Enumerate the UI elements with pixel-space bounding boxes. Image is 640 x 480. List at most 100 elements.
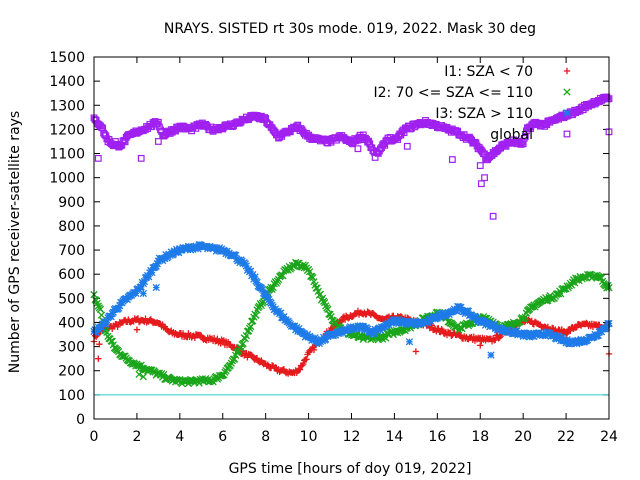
outlier-point [139, 289, 148, 298]
data-point [573, 340, 581, 348]
y-tick-label: 900 [58, 195, 85, 211]
data-point [154, 118, 162, 126]
data-point [96, 305, 105, 313]
x-tick-label: 10 [300, 429, 318, 445]
data-point [202, 242, 211, 250]
series-i3-sza-110 [90, 241, 613, 359]
data-point [603, 323, 611, 331]
data-point [528, 317, 535, 325]
legend-label: I1: SZA < 70 [444, 64, 533, 80]
data-point [137, 283, 145, 291]
y-tick-label: 600 [58, 267, 85, 283]
data-point [97, 122, 104, 130]
outlier-point [94, 154, 102, 162]
data-point [471, 138, 479, 146]
legend-label: I3: SZA > 110 [435, 106, 533, 122]
x-tick-label: 2 [132, 429, 141, 445]
outlier-point [96, 340, 103, 348]
data-point [172, 245, 181, 254]
data-point [226, 361, 234, 370]
data-point [312, 284, 320, 292]
data-point [318, 337, 327, 345]
outlier-point [489, 212, 497, 220]
outlier-point [112, 138, 119, 145]
y-tick-label: 300 [58, 340, 85, 356]
data-point [442, 311, 450, 320]
data-point [280, 313, 288, 321]
data-point [349, 323, 358, 331]
data-point [103, 318, 111, 327]
x-tick-label: 14 [386, 429, 404, 445]
data-point [395, 319, 403, 328]
data-point [563, 329, 571, 337]
data-point [416, 320, 424, 328]
data-point [550, 331, 558, 339]
data-point [457, 303, 465, 312]
y-tick-label: 500 [58, 291, 85, 307]
x-tick-label: 24 [600, 429, 618, 445]
series-i1-sza-70 [90, 307, 613, 377]
outlier-point [139, 373, 148, 381]
outlier-point [405, 338, 414, 346]
data-point [293, 323, 301, 332]
data-point [300, 360, 307, 368]
x-tick-label: 6 [218, 429, 227, 445]
data-point [567, 327, 574, 334]
data-point [101, 318, 109, 326]
outlier-point [477, 180, 485, 188]
data-point [277, 309, 285, 317]
legend-label: global [490, 127, 533, 143]
data-point [272, 279, 281, 287]
data-point [97, 311, 106, 319]
data-point [452, 307, 461, 315]
data-point [477, 319, 485, 327]
outlier-point [481, 174, 488, 182]
data-point [161, 254, 169, 263]
data-point [139, 279, 148, 288]
outlier-point [476, 162, 484, 170]
data-point [246, 267, 255, 275]
legend-marker [563, 130, 571, 138]
data-point [366, 140, 374, 148]
outlier-point [477, 342, 484, 349]
y-tick-label: 1200 [49, 122, 85, 138]
data-point [310, 346, 318, 354]
data-point [242, 332, 251, 340]
data-point [490, 320, 498, 329]
legend: I1: SZA < 70 I2: 70 <= SZA <= 110 I3: SZA … [373, 64, 571, 143]
data-point [464, 307, 473, 315]
outlier-point [403, 142, 411, 150]
data-point [518, 330, 526, 338]
y-tick-label: 400 [58, 315, 85, 331]
data-point [456, 331, 464, 339]
plot-frame [93, 56, 610, 420]
y-tick-label: 1300 [49, 98, 85, 114]
outlier-point [487, 351, 495, 359]
data-point [239, 339, 247, 348]
outlier-point [412, 348, 420, 355]
x-tick-label: 22 [557, 429, 575, 445]
x-tick-label: 12 [343, 429, 361, 445]
legend-marker [563, 88, 571, 96]
data-point [123, 295, 131, 304]
data-point [265, 295, 273, 304]
data-point [303, 356, 310, 363]
data-point [496, 334, 503, 341]
x-tick-label: 0 [90, 429, 99, 445]
y-tick-label: 800 [58, 219, 85, 235]
outlier-point [137, 154, 145, 162]
data-point [115, 304, 123, 312]
data-point [339, 329, 347, 337]
data-point [326, 310, 334, 319]
y-tick-label: 1000 [49, 171, 85, 187]
data-point [295, 365, 303, 373]
x-axis-label: GPS time [hours of doy 019, 2022] [229, 461, 472, 477]
y-axis-label: Number of GPS receiver-satellite rays [7, 111, 23, 373]
data-point [253, 278, 261, 287]
outlier-point [95, 355, 102, 362]
data-point [140, 277, 149, 286]
data-point [242, 262, 251, 270]
data-point [594, 331, 602, 340]
y-tick-label: 1100 [49, 147, 85, 163]
data-point [397, 313, 405, 320]
